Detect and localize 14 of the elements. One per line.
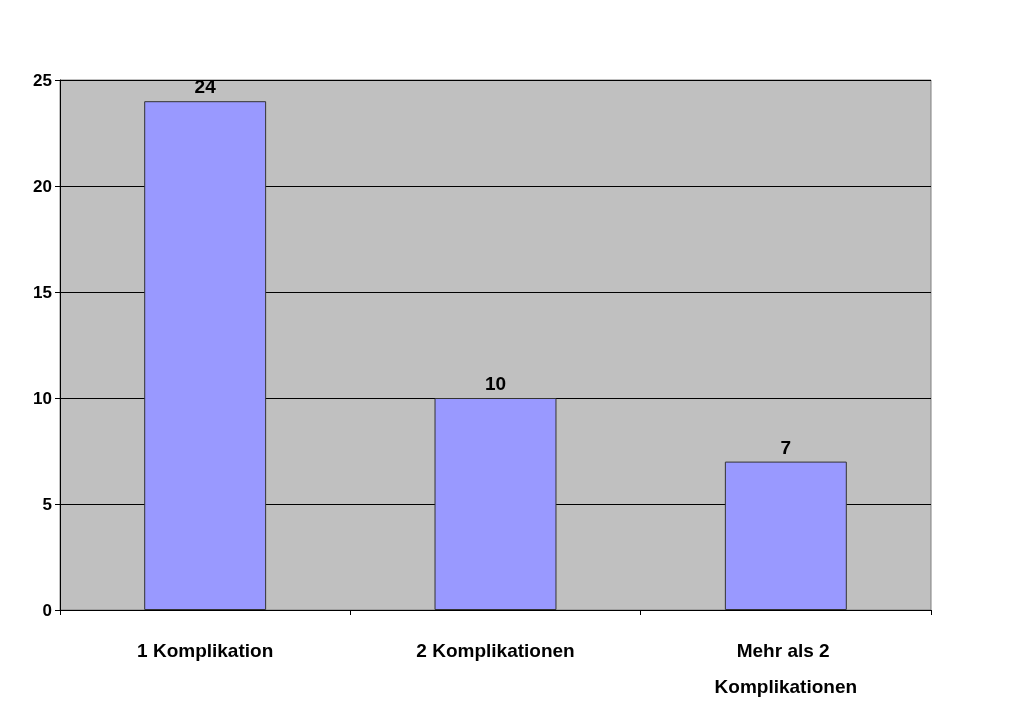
x-tick-label: Mehr als 2 Komplikationen <box>714 639 858 697</box>
y-tick-label: 15 <box>33 282 52 302</box>
y-tick-label: 10 <box>33 388 52 408</box>
x-tick-label: 2 Komplikationen <box>416 639 575 661</box>
bar <box>434 398 557 610</box>
y-tick-label: 20 <box>33 176 52 196</box>
data-label: 7 <box>780 436 792 458</box>
bar <box>724 461 847 610</box>
y-tick-label: 0 <box>42 600 52 620</box>
y-tick-label: 5 <box>42 494 52 514</box>
x-tick-label: 1 Komplikation <box>137 639 274 661</box>
y-tick-label: 25 <box>33 70 52 90</box>
data-label: 10 <box>484 373 507 394</box>
bar <box>144 101 267 610</box>
